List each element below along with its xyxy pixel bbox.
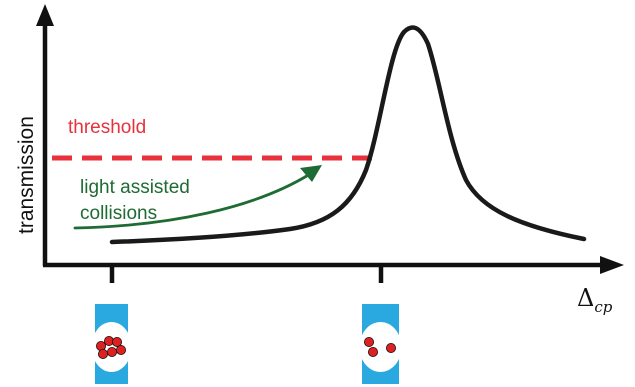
y-axis-arrowhead	[36, 4, 54, 26]
trap-focus	[91, 322, 132, 372]
atom	[112, 336, 123, 347]
atom	[363, 336, 374, 347]
axes	[36, 4, 624, 283]
atom	[98, 348, 109, 359]
atom	[367, 346, 378, 357]
x-axis-label-subscript: cp	[594, 298, 612, 316]
trap-beam-left-edge	[89, 320, 95, 374]
collision-arrowhead	[300, 165, 322, 182]
trap-few-atoms	[359, 304, 402, 384]
y-axis-label: transmission	[15, 116, 38, 234]
atom	[385, 342, 396, 353]
transmission-curve	[109, 25, 587, 245]
x-axis-label: Δcp	[577, 284, 613, 316]
collision-arrow	[73, 172, 312, 230]
atom	[107, 346, 118, 357]
x-axis-arrowhead	[600, 256, 624, 274]
trap-many-atoms	[89, 304, 132, 384]
arrow-label-line1: light assisted	[80, 177, 190, 198]
x-axis-label-symbol: Δ	[577, 284, 594, 312]
trap-focus	[359, 322, 402, 372]
threshold-label: threshold	[68, 117, 146, 138]
atom	[116, 344, 127, 355]
arrow-label-line2: collisions	[80, 203, 157, 224]
